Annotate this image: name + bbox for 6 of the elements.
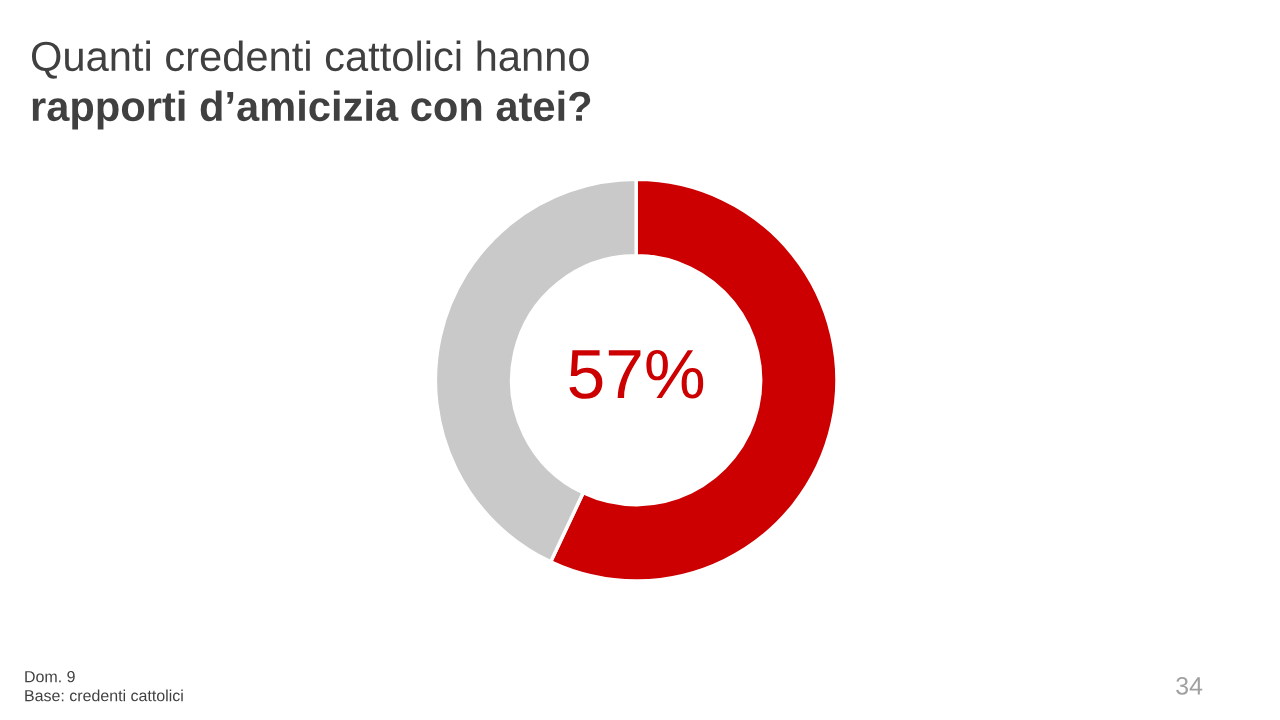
text: 34 xyxy=(1176,677,1203,695)
chart-subtitle: rapporti d’amicizia con atei? xyxy=(32,90,591,130)
text: Dom. 9 xyxy=(25,670,75,683)
data-label: 57% xyxy=(569,349,704,399)
chart-title: Quanti credenti cattolici hanno xyxy=(31,40,589,79)
text: Base: credenti cattolici xyxy=(25,689,183,702)
